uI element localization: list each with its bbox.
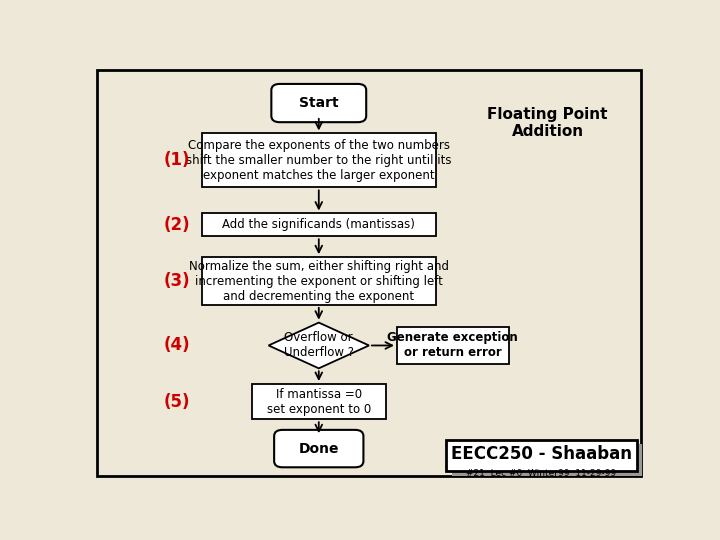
Text: If mantissa =0
set exponent to 0: If mantissa =0 set exponent to 0 [266, 388, 371, 416]
Text: Normalize the sum, either shifting right and
incrementing the exponent or shifti: Normalize the sum, either shifting right… [189, 260, 449, 302]
Polygon shape [269, 322, 369, 368]
FancyBboxPatch shape [96, 70, 642, 476]
FancyBboxPatch shape [446, 440, 637, 471]
FancyBboxPatch shape [274, 430, 364, 467]
Text: Overflow or
Underflow ?: Overflow or Underflow ? [284, 332, 354, 360]
FancyBboxPatch shape [202, 257, 436, 305]
FancyBboxPatch shape [202, 213, 436, 237]
Text: (3): (3) [163, 272, 190, 290]
Text: Done: Done [299, 442, 339, 456]
Text: Add the significands (mantissas): Add the significands (mantissas) [222, 218, 415, 231]
FancyBboxPatch shape [271, 84, 366, 122]
Text: (5): (5) [163, 393, 190, 410]
Text: (2): (2) [163, 216, 190, 234]
Text: EECC250 - Shaaban: EECC250 - Shaaban [451, 446, 632, 463]
Text: Floating Point
Addition: Floating Point Addition [487, 107, 608, 139]
Text: Start: Start [299, 96, 338, 110]
Text: (4): (4) [163, 336, 190, 354]
FancyBboxPatch shape [397, 327, 508, 364]
Text: Compare the exponents of the two numbers
shift the smaller number to the right u: Compare the exponents of the two numbers… [186, 139, 451, 182]
Text: #21  Lec #0  Winter99  11-29-99: #21 Lec #0 Winter99 11-29-99 [467, 469, 616, 478]
Text: (1): (1) [163, 151, 190, 170]
FancyBboxPatch shape [451, 444, 642, 476]
FancyBboxPatch shape [252, 384, 386, 419]
Text: Generate exception
or return error: Generate exception or return error [387, 332, 518, 360]
FancyBboxPatch shape [202, 133, 436, 187]
